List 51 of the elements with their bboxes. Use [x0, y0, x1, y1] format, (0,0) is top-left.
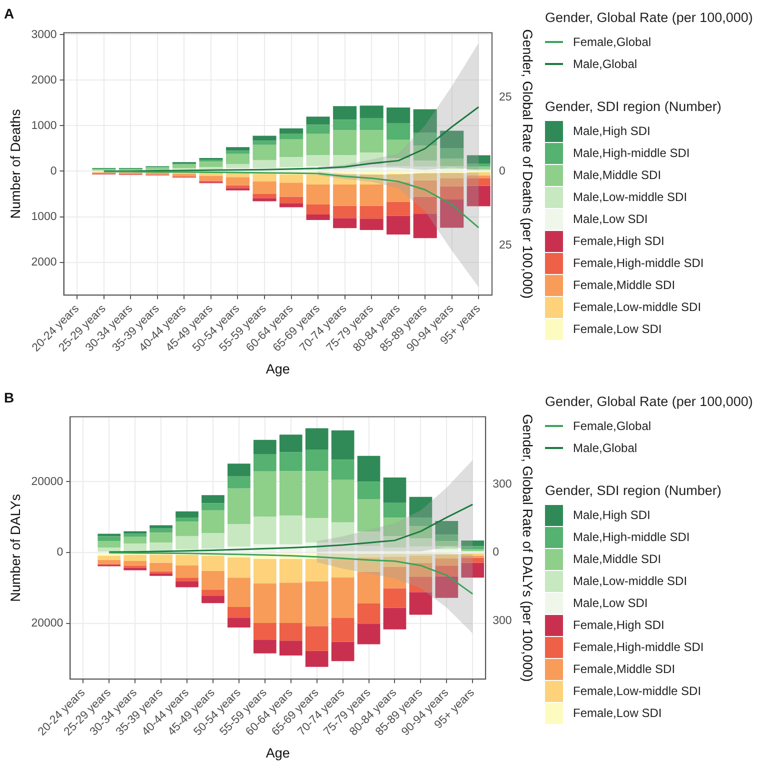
legend-label: Male,High-middle SDI [573, 146, 690, 160]
x-axis-title: Age [266, 362, 290, 377]
legend-label: Male,Low-middle SDI [573, 190, 688, 204]
legend-label: Female,High SDI [573, 618, 664, 632]
y-tick-label: 20000 [31, 617, 64, 630]
y2-tick-label: 25 [499, 91, 512, 104]
legend-title: Gender, SDI region (Number) [545, 483, 722, 498]
legend-label: Male,Middle SDI [573, 552, 662, 566]
chart-title: A [4, 5, 14, 22]
y-tick-label: 20000 [31, 476, 64, 488]
legend-label: Female,Low SDI [573, 322, 662, 336]
legend-label: Female,High SDI [573, 234, 664, 248]
legend-label: Male,High SDI [573, 508, 650, 522]
y2-tick-label: 300 [492, 478, 512, 490]
legend-label: Male,Middle SDI [573, 168, 662, 182]
legend-label: Female,Middle SDI [573, 662, 676, 676]
legend-label: Female,High-middle SDI [573, 256, 704, 270]
legend-label: Male,Global [573, 441, 638, 455]
legend-label: Female,Low-middle SDI [573, 684, 702, 698]
y2-tick-label: 0 [492, 546, 500, 559]
y2-axis-title: Gender, Global Rate of Deaths (per 100,000) [520, 29, 536, 299]
legend-label: Female,Low-middle SDI [573, 300, 702, 314]
legend-label: Female,Low SDI [573, 706, 662, 720]
y2-tick-label: 300 [492, 614, 512, 627]
legend-title: Gender, SDI region (Number) [545, 99, 722, 114]
y-tick-label: 1000 [31, 120, 57, 132]
text: Gender, Global Rate (per 100,000) [545, 10, 754, 25]
legend-label: Male,Low SDI [573, 212, 648, 226]
legend-label: Female,Global [573, 35, 652, 49]
y-axis-title: Number of DALYs [8, 494, 23, 602]
legend-label: Male,High-middle SDI [573, 530, 690, 544]
y2-axis-title: Gender, Global Rate of DALYs (per 100,000) [520, 414, 536, 682]
y-tick-label: 2000 [31, 256, 57, 268]
legend-label: Male,Low-middle SDI [573, 574, 688, 588]
y2-tick-label: 0 [499, 166, 506, 178]
legend-label: Male,Global [573, 57, 638, 71]
y-tick-label: 0 [50, 165, 57, 178]
y-tick-label: 0 [56, 546, 64, 559]
x-axis-title: Age [266, 746, 290, 761]
y-axis-title: Number of Deaths [8, 108, 23, 219]
legend-label: Female,Global [573, 419, 652, 433]
legend-label: Male,High SDI [573, 124, 650, 138]
y-tick-label: 1000 [31, 210, 57, 223]
legend-label: Female,Middle SDI [573, 278, 676, 292]
legend-label: Female,High-middle SDI [573, 640, 704, 654]
chart-title: B [4, 389, 14, 406]
y2-tick-label: 25 [499, 240, 512, 252]
y-tick-label: 3000 [31, 28, 57, 41]
legend-label: Male,Low SDI [573, 596, 648, 610]
y-tick-label: 2000 [31, 74, 57, 86]
text: Gender, Global Rate (per 100,000) [545, 394, 754, 409]
